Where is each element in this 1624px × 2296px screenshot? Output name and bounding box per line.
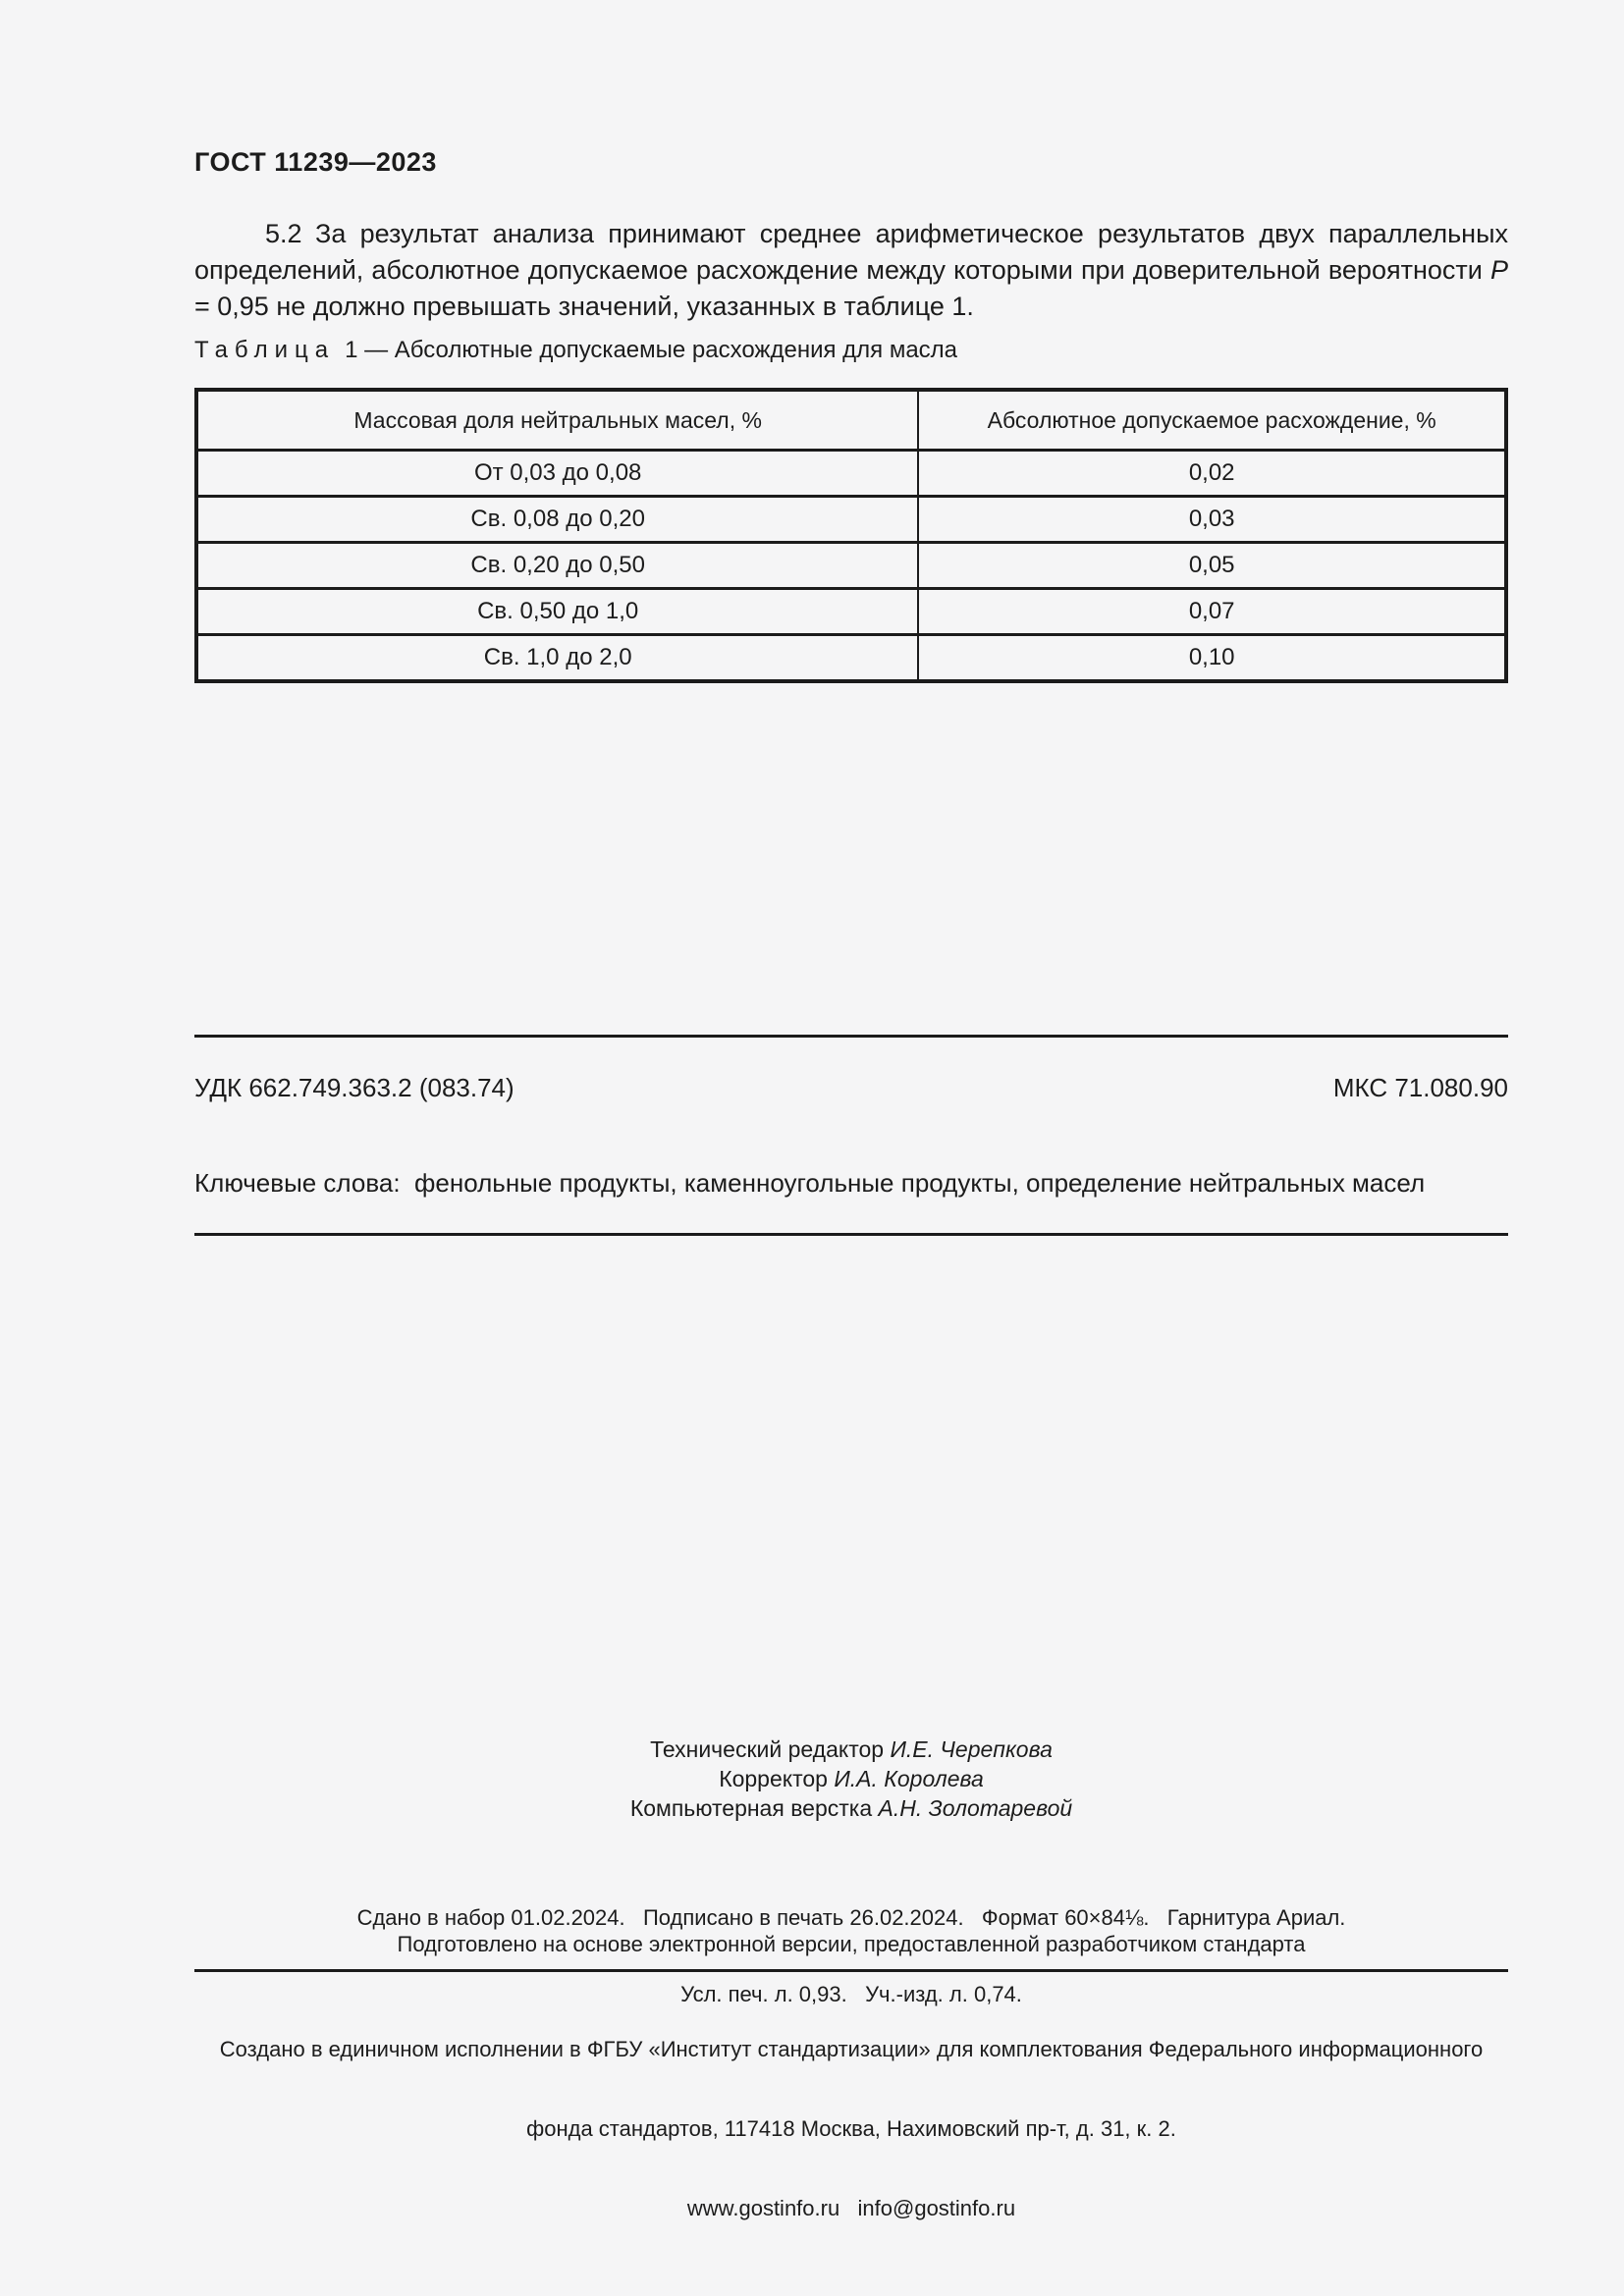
credit-name: И.А. Королева [834,1766,984,1791]
range-cell: Св. 0,50 до 1,0 [194,587,920,636]
range-cell: От 0,03 до 0,08 [194,449,920,498]
range-cell: Св. 0,08 до 0,20 [194,495,920,544]
horizontal-rule-top [194,1035,1508,1038]
table-caption: Таблица 1 — Абсолютные допускаемые расхож… [194,337,957,364]
value-cell: 0,03 [917,495,1507,544]
range-cell: Св. 1,0 до 2,0 [194,633,920,683]
section-paragraph-5-2: 5.2 За результат анализа принимают средн… [194,216,1508,325]
table-row: Св. 1,0 до 2,0 0,10 [194,633,1507,683]
value-cell: 0,02 [917,449,1507,498]
table-row: Св. 0,20 до 0,50 0,05 [194,541,1507,590]
credits-block: Технический редактор И.Е. Черепкова Корр… [194,1735,1508,1823]
horizontal-rule-keywords [194,1233,1508,1236]
credit-name: А.Н. Золотаревой [878,1795,1073,1821]
udk-code: УДК 662.749.363.2 (083.74) [194,1073,514,1102]
credit-name: И.Е. Черепкова [890,1736,1053,1762]
paragraph-text-after: = 0,95 не должно превышать значений, ука… [194,292,974,321]
table-row: От 0,03 до 0,08 0,02 [194,449,1507,498]
table-header-row: Массовая доля нейтральных масел, % Абсол… [194,388,1507,452]
credit-line-technical-editor: Технический редактор И.Е. Черепкова [194,1735,1508,1764]
issued-line-contacts: www.gostinfo.ru info@gostinfo.ru [686,2196,1016,2220]
imprint-block: Сдано в набор 01.02.2024. Подписано в пе… [194,1854,1508,2033]
paragraph-text-before: 5.2 За результат анализа принимают средн… [194,219,1508,285]
table-row: Св. 0,08 до 0,20 0,03 [194,495,1507,544]
credit-line-corrector: Корректор И.А. Королева [194,1764,1508,1793]
prepared-note: Подготовлено на основе электронной верси… [397,1932,1306,1956]
value-cell: 0,05 [917,541,1507,590]
imprint-line-dates: Сдано в набор 01.02.2024. Подписано в пе… [356,1905,1346,1930]
credit-role: Компьютерная верстка [629,1795,879,1821]
value-cell: 0,07 [917,587,1507,636]
classification-codes-row: УДК 662.749.363.2 (083.74) МКС 71.080.90 [194,1073,1508,1103]
column-header-discrepancy: Абсолютное допускаемое расхождение, % [917,388,1507,452]
credit-role: Технический редактор [650,1736,891,1762]
mks-code: МКС 71.080.90 [1332,1073,1508,1102]
horizontal-rule-bottom [194,1969,1508,1972]
probability-variable: Р [1489,255,1508,285]
range-cell: Св. 0,20 до 0,50 [194,541,920,590]
issued-line-address: фонда стандартов, 117418 Москва, Нахимов… [526,2116,1176,2141]
table-caption-word: Таблица [194,337,336,363]
imprint-line-sheets: Усл. печ. л. 0,93. Уч.-изд. л. 0,74. [680,1982,1022,2006]
table-caption-rest: 1 — Абсолютные допускаемые расхождения д… [345,337,958,363]
value-cell: 0,10 [917,633,1507,683]
column-header-mass-fraction: Массовая доля нейтральных масел, % [194,388,920,452]
issued-line-organization: Создано в единичном исполнении в ФГБУ «И… [219,2037,1484,2061]
issued-block: Создано в единичном исполнении в ФГБУ «И… [194,1983,1508,2248]
keywords-line: Ключевые слова: фенольные продукты, каме… [194,1168,1426,1198]
doc-number: ГОСТ 11239—2023 [194,147,437,177]
tolerance-table: Массовая доля нейтральных масел, % Абсол… [194,388,1508,683]
credit-line-layout: Компьютерная верстка А.Н. Золотаревой [194,1793,1508,1823]
credit-role: Корректор [719,1766,835,1791]
table-row: Св. 0,50 до 1,0 0,07 [194,587,1507,636]
